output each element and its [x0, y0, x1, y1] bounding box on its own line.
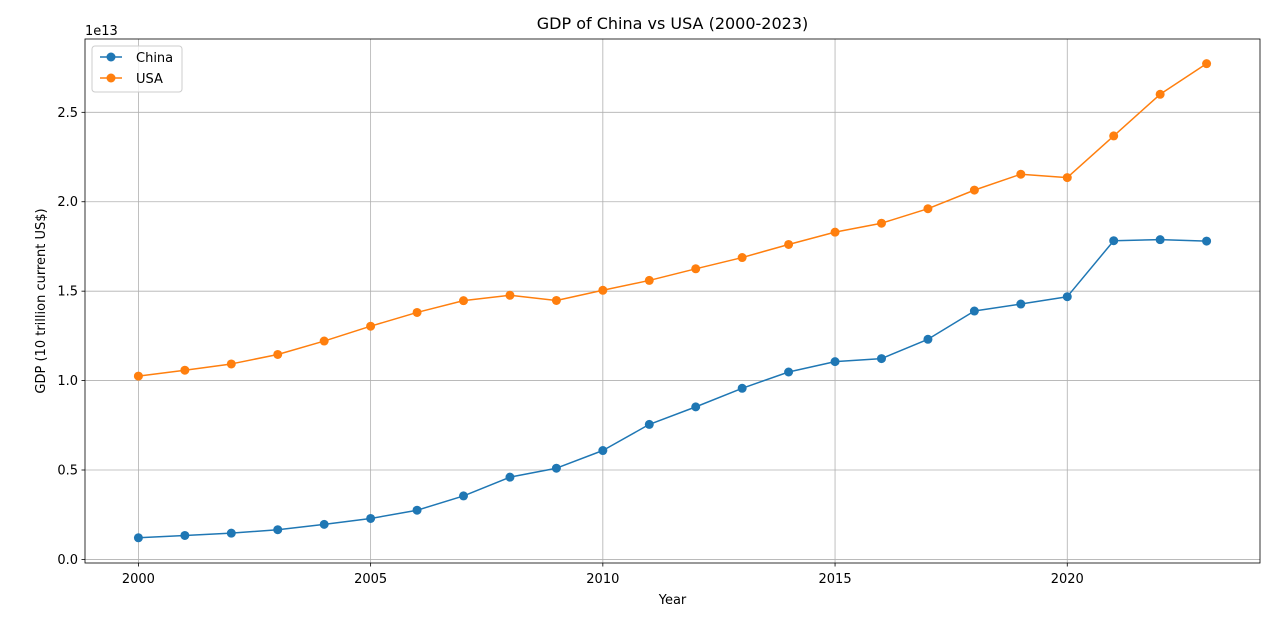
y-tick-label: 1.5	[57, 285, 78, 300]
data-point-china	[1016, 299, 1026, 309]
data-point-usa	[319, 336, 329, 346]
data-point-usa	[923, 204, 933, 214]
data-point-usa	[366, 321, 376, 331]
data-point-china	[319, 519, 329, 529]
x-axis-label: Year	[658, 593, 687, 608]
legend-label-usa: USA	[136, 72, 163, 87]
data-point-china	[273, 525, 283, 535]
data-point-usa	[1202, 59, 1212, 69]
x-tick-label: 2000	[122, 572, 155, 587]
data-point-china	[551, 463, 561, 473]
x-tick-label: 2015	[819, 572, 852, 587]
data-point-china	[644, 419, 654, 429]
data-point-china	[180, 530, 190, 540]
y-tick-label: 0.5	[57, 464, 78, 479]
data-point-usa	[1109, 131, 1119, 141]
data-point-usa	[551, 295, 561, 305]
x-tick-label: 2010	[586, 572, 619, 587]
series-layer	[133, 59, 1212, 543]
data-point-usa	[1155, 89, 1165, 99]
data-point-usa	[644, 275, 654, 285]
data-point-usa	[226, 359, 236, 369]
data-point-china	[876, 354, 886, 364]
data-point-china	[1202, 236, 1212, 246]
data-point-china	[505, 472, 515, 482]
data-point-usa	[133, 371, 143, 381]
data-point-usa	[830, 227, 840, 237]
data-point-china	[1155, 235, 1165, 245]
data-point-usa	[737, 253, 747, 263]
y-tick-label: 2.5	[57, 106, 78, 121]
data-point-usa	[784, 239, 794, 249]
grid-lines	[85, 39, 1260, 563]
data-point-usa	[1062, 173, 1072, 183]
y-tick-label: 1.0	[57, 374, 78, 389]
data-point-usa	[180, 365, 190, 375]
data-point-usa	[412, 307, 422, 317]
data-point-usa	[459, 296, 469, 306]
data-point-china	[1109, 236, 1119, 246]
x-tick-label: 2005	[354, 572, 387, 587]
data-point-china	[923, 334, 933, 344]
data-point-china	[737, 383, 747, 393]
data-point-usa	[876, 218, 886, 228]
data-point-china	[459, 491, 469, 501]
x-tick-label: 2020	[1051, 572, 1084, 587]
y-axis-offset-label: 1e13	[85, 24, 118, 39]
y-tick-label: 0.0	[57, 553, 78, 568]
data-point-china	[830, 357, 840, 367]
axis-ticks: 2000 2005 2010 2015 2020 0.0 0.5 1.0 1.5 2.0 2.5	[57, 106, 1083, 587]
data-point-china	[133, 533, 143, 543]
data-point-china	[226, 528, 236, 538]
data-point-china	[1062, 292, 1072, 302]
data-point-usa	[1016, 169, 1026, 179]
y-axis-label: GDP (10 trillion current US$)	[34, 208, 49, 393]
legend-label-china: China	[136, 51, 173, 66]
y-tick-label: 2.0	[57, 195, 78, 210]
legend: China USA	[91, 45, 183, 93]
data-point-usa	[969, 185, 979, 195]
legend-marker-usa	[106, 73, 116, 83]
series-line-usa	[138, 63, 1208, 377]
data-point-china	[366, 513, 376, 523]
chart-title: GDP of China vs USA (2000-2023)	[537, 14, 809, 33]
data-point-china	[969, 306, 979, 316]
data-point-usa	[691, 264, 701, 274]
data-point-china	[784, 367, 794, 377]
series-line-china	[138, 238, 1207, 539]
legend-marker-china	[106, 52, 116, 62]
data-point-usa	[505, 290, 515, 300]
data-point-china	[691, 402, 701, 412]
data-point-china	[412, 505, 422, 515]
plot-frame	[84, 38, 1261, 564]
data-point-usa	[598, 285, 608, 295]
data-point-usa	[273, 349, 283, 359]
data-point-china	[598, 446, 608, 456]
